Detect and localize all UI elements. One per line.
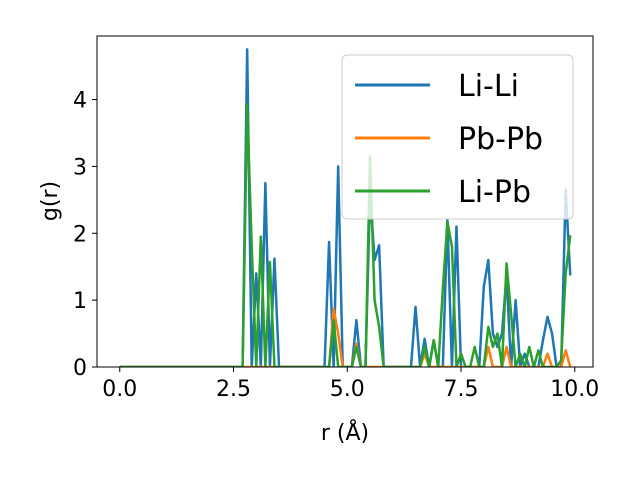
series-layer — [119, 48, 572, 367]
y-axis: 0 1 2 3 4 — [73, 89, 97, 381]
x-tick-label: 2.5 — [216, 377, 251, 402]
legend-box — [341, 54, 574, 220]
x-tick-label: 0.0 — [102, 377, 137, 402]
y-tick-label: 3 — [73, 155, 87, 180]
x-axis-label: r (Å) — [321, 419, 369, 446]
y-tick-label: 1 — [73, 289, 87, 314]
plot-area — [96, 35, 594, 368]
legend: Li-Li Pb-Pb Li-Pb — [341, 54, 574, 220]
y-axis-label: g(r) — [38, 181, 63, 221]
y-tick-label: 2 — [73, 222, 87, 247]
x-tick-label: 7.5 — [444, 377, 479, 402]
y-tick-label: 4 — [73, 89, 87, 114]
y-tick-label: 0 — [73, 356, 87, 381]
plot-frame — [96, 35, 594, 368]
legend-label: Li-Pb — [458, 175, 531, 210]
legend-label: Pb-Pb — [458, 122, 543, 157]
x-axis: 0.0 2.5 5.0 7.5 10.0 — [102, 367, 599, 402]
series-line-li-pb — [119, 102, 572, 367]
legend-label: Li-Li — [458, 69, 519, 104]
series-line-li-li — [119, 48, 572, 367]
x-tick-label: 5.0 — [330, 377, 365, 402]
x-tick-label: 10.0 — [550, 377, 599, 402]
series-line-pb-pb — [119, 307, 572, 367]
